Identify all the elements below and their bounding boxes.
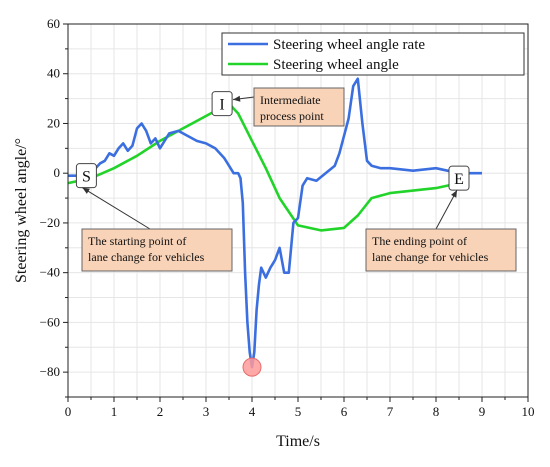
y-tick-label: 40 <box>47 66 60 81</box>
annotation-box <box>365 228 517 272</box>
x-tick-label: 10 <box>522 404 535 419</box>
annotation-text-line: lane change for vehicles <box>372 250 489 264</box>
annotation-arrow-line <box>82 187 151 230</box>
grid <box>67 23 529 398</box>
end-point-label: E <box>454 171 464 188</box>
x-tick-label: 6 <box>341 404 348 419</box>
x-tick-label: 3 <box>203 404 210 419</box>
annotation-box <box>253 87 345 127</box>
intermediate-point-label: I <box>219 97 224 114</box>
start-point-label: S <box>82 169 91 186</box>
annotation-layer: The starting point of lane change for veh… <box>81 87 517 272</box>
x-tick-label: 1 <box>111 404 118 419</box>
x-axis-title: Time/s <box>276 433 320 450</box>
annotation-box <box>81 228 233 272</box>
annotation-arrow-head <box>82 187 90 194</box>
y-tick-label: −40 <box>40 265 60 280</box>
annotation-arrow-line <box>435 189 458 230</box>
end-point-label-box <box>448 165 470 191</box>
x-tick-label: 4 <box>249 404 256 419</box>
annotation-text-line: process point <box>260 109 324 123</box>
series-line-angle <box>67 102 460 232</box>
y-tick-label: 20 <box>47 115 60 130</box>
annotation-text-line: lane change for vehicles <box>88 250 205 264</box>
x-tick-label: 9 <box>479 404 486 419</box>
legend-label-angle: Steering wheel angle <box>273 57 399 73</box>
y-axis-title: Steering wheel angle/° <box>13 138 30 283</box>
y-tick-label: −60 <box>40 314 60 329</box>
annotation-arrow-head <box>451 190 457 198</box>
y-tick-label: −20 <box>40 215 60 230</box>
annotation-text-line: The ending point of <box>372 234 467 248</box>
y-tick-label: 0 <box>54 165 61 180</box>
annotation-text-line: The starting point of <box>88 234 186 248</box>
x-tick-label: 2 <box>157 404 164 419</box>
legend-label-rate: Steering wheel angle rate <box>273 37 425 53</box>
marker-layer: S I E <box>75 91 470 377</box>
x-tick-label: 8 <box>433 404 440 419</box>
intermediate-point-label-box <box>211 91 233 117</box>
x-tick-label: 0 <box>65 404 72 419</box>
y-tick-label: 60 <box>47 16 60 31</box>
x-tick-label: 7 <box>387 404 394 419</box>
tick-layer: 0 1 2 3 4 5 6 7 8 9 10 −80 −60 −40 −20 0 20 40 60 <box>40 16 535 419</box>
annotation-arrow-head <box>233 95 241 102</box>
annotation-text-line: Intermediate <box>260 93 321 107</box>
legend-box <box>221 32 525 76</box>
minimum-point-marker <box>242 357 262 377</box>
y-tick-label: −80 <box>40 364 60 379</box>
legend: Steering wheel angle rate Steering wheel… <box>221 32 525 76</box>
x-tick-label: 5 <box>295 404 302 419</box>
start-point-label-box <box>75 163 97 189</box>
